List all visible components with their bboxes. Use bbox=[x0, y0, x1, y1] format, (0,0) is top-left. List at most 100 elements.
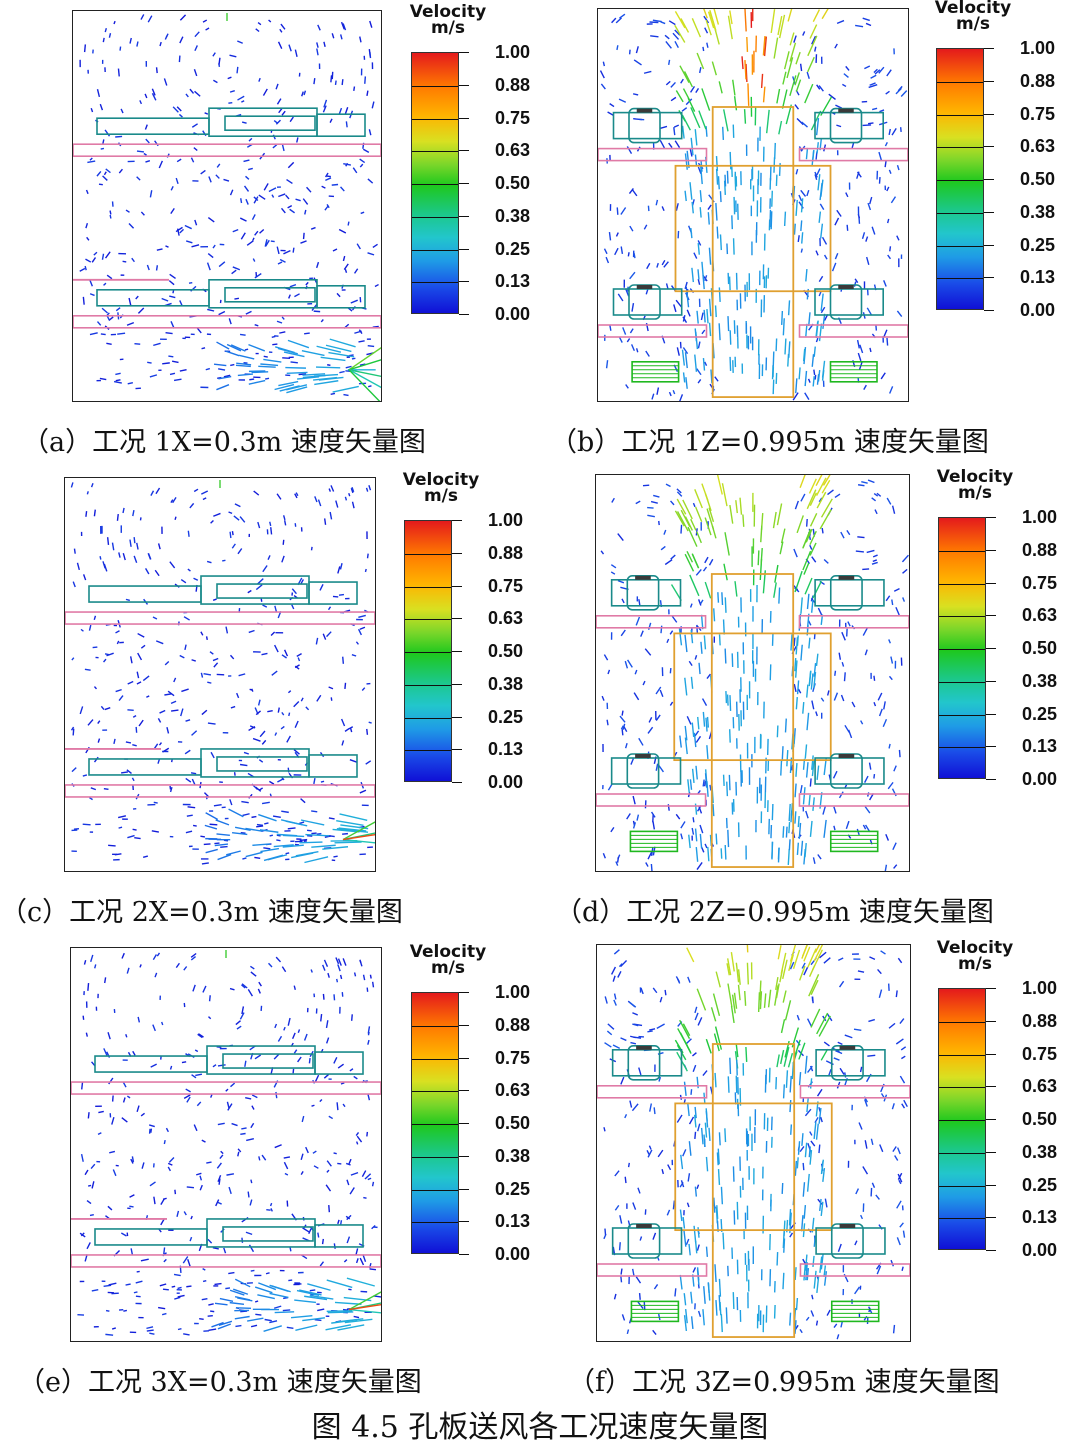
velocity-vector bbox=[711, 61, 717, 76]
velocity-vector bbox=[137, 1016, 141, 1023]
velocity-vector bbox=[339, 974, 343, 980]
velocity-vector bbox=[896, 1147, 901, 1155]
velocity-vector bbox=[762, 86, 766, 103]
velocity-vector bbox=[277, 41, 283, 50]
velocity-vector bbox=[70, 482, 74, 488]
velocity-vector bbox=[207, 1016, 212, 1020]
velocity-vector bbox=[330, 485, 335, 492]
velocity-vector bbox=[607, 783, 613, 791]
velocity-vector bbox=[271, 194, 275, 198]
velocity-vector bbox=[204, 824, 218, 830]
velocity-vector bbox=[202, 1280, 207, 1283]
velocity-vector bbox=[179, 369, 187, 372]
velocity-vector bbox=[687, 976, 691, 983]
velocity-vector bbox=[770, 211, 773, 230]
velocity-vector bbox=[338, 827, 367, 832]
velocity-vector bbox=[660, 21, 666, 25]
velocity-vector bbox=[341, 79, 344, 86]
velocity-vector bbox=[841, 631, 846, 641]
velocity-vector bbox=[304, 856, 329, 864]
velocity-vector bbox=[254, 324, 259, 327]
velocity-vector bbox=[886, 218, 890, 224]
velocity-vector bbox=[163, 1247, 166, 1255]
velocity-vector bbox=[659, 996, 663, 1003]
velocity-vector bbox=[746, 36, 749, 52]
velocity-vector bbox=[639, 1236, 643, 1241]
velocity-vector bbox=[895, 1038, 904, 1045]
velocity-vector bbox=[122, 1097, 126, 1103]
velocity-vector bbox=[863, 384, 867, 390]
velocity-vector bbox=[676, 1114, 683, 1123]
velocity-vector bbox=[202, 497, 207, 501]
velocity-vector bbox=[845, 820, 850, 830]
velocity-vector bbox=[803, 1205, 807, 1219]
velocity-vector bbox=[615, 232, 619, 237]
velocity-vector bbox=[328, 1115, 334, 1120]
coil-unit bbox=[830, 1300, 880, 1323]
velocity-vector bbox=[291, 1032, 296, 1040]
velocity-vector bbox=[797, 816, 800, 828]
velocity-vector bbox=[277, 707, 280, 713]
velocity-vector bbox=[368, 485, 372, 491]
velocity-vector bbox=[250, 971, 257, 977]
velocity-vector bbox=[268, 962, 273, 968]
velocity-vector bbox=[248, 1244, 255, 1253]
velocity-vector bbox=[239, 217, 247, 222]
velocity-vector bbox=[117, 815, 127, 819]
velocity-vector bbox=[624, 288, 630, 297]
velocity-vector bbox=[171, 709, 179, 712]
velocity-vector bbox=[793, 683, 797, 693]
velocity-vector bbox=[675, 203, 679, 211]
velocity-vector bbox=[704, 275, 708, 281]
velocity-vector bbox=[608, 231, 612, 241]
velocity-vector bbox=[342, 1308, 349, 1311]
velocity-vector bbox=[283, 250, 291, 255]
velocity-vector bbox=[80, 628, 84, 632]
velocity-vector bbox=[684, 352, 688, 369]
velocity-vector bbox=[86, 236, 90, 241]
velocity-vector bbox=[196, 1172, 202, 1176]
legend-unit-text: m/s bbox=[430, 18, 466, 38]
velocity-vector bbox=[694, 129, 698, 146]
velocity-vector bbox=[252, 237, 255, 241]
velocity-vector bbox=[883, 701, 886, 710]
equipment-outline bbox=[224, 286, 316, 303]
velocity-vector bbox=[350, 299, 358, 304]
velocity-vector bbox=[628, 187, 634, 194]
velocity-vector bbox=[893, 587, 900, 592]
velocity-vector bbox=[857, 536, 865, 539]
velocity-vector bbox=[725, 691, 728, 704]
velocity-vector bbox=[82, 296, 85, 305]
velocity-vector bbox=[819, 1116, 823, 1123]
velocity-vector bbox=[349, 1068, 354, 1072]
velocity-vector bbox=[359, 36, 362, 43]
velocity-vector bbox=[332, 385, 359, 393]
velocity-vector bbox=[809, 492, 818, 506]
velocity-vector bbox=[727, 983, 733, 1008]
velocity-vector bbox=[189, 1236, 193, 1242]
velocity-vector bbox=[810, 110, 822, 131]
cabinet-outline bbox=[814, 288, 884, 316]
velocity-vector bbox=[634, 669, 638, 675]
velocity-vector bbox=[126, 769, 132, 775]
velocity-vector bbox=[794, 658, 797, 672]
velocity-vector bbox=[704, 843, 708, 849]
vector-field-svg bbox=[597, 945, 910, 1340]
velocity-vector bbox=[141, 1162, 145, 1169]
velocity-vector bbox=[241, 984, 246, 989]
velocity-vector bbox=[782, 990, 787, 1003]
velocity-vector bbox=[783, 211, 787, 227]
velocity-vector bbox=[868, 1018, 876, 1023]
legend-tick-label: 0.88 bbox=[1022, 539, 1058, 560]
velocity-vector bbox=[691, 553, 699, 569]
velocity-vector bbox=[149, 374, 158, 378]
velocity-vector bbox=[113, 20, 116, 25]
velocity-vector bbox=[127, 381, 134, 385]
velocity-vector bbox=[366, 728, 369, 735]
velocity-vector bbox=[301, 350, 325, 357]
velocity-vector bbox=[707, 11, 715, 29]
vector-plot-c bbox=[64, 477, 376, 872]
velocity-vector bbox=[886, 497, 892, 505]
duct-outline bbox=[711, 106, 795, 398]
velocity-vector bbox=[674, 510, 685, 527]
